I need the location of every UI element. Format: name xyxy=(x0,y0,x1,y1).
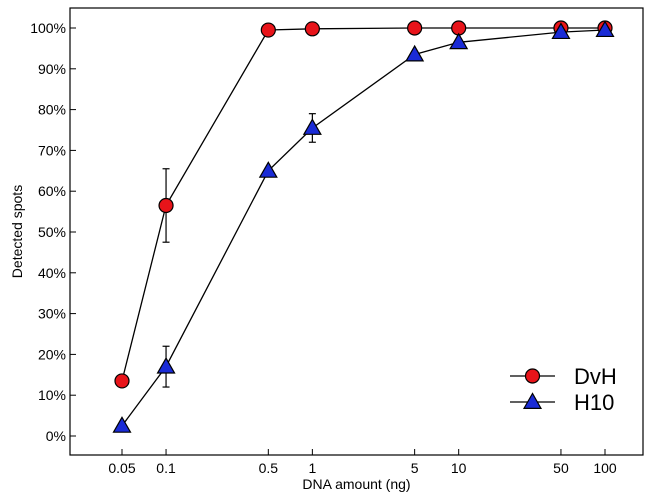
y-tick-label: 60% xyxy=(38,183,66,199)
y-axis-title: Detected spots xyxy=(9,185,25,278)
axes: 0% 10% 20% 30% 40% 50% 60% 70% 80% 90% 100% 0.05 0.1… xyxy=(9,7,644,492)
data-point-h10 xyxy=(156,356,176,374)
y-tick-label: 100% xyxy=(30,20,66,36)
legend-label-dvh: DvH xyxy=(574,364,617,389)
plot-frame xyxy=(69,7,644,456)
legend-marker-dvh xyxy=(524,368,541,384)
series-line-h10 xyxy=(121,29,606,427)
x-tick-label: 100 xyxy=(593,460,617,476)
data-point-h10 xyxy=(258,161,278,178)
series-line-dvh xyxy=(121,27,605,382)
data-point-h10 xyxy=(449,32,469,50)
data-point-h10 xyxy=(112,416,132,433)
data-point-dvh xyxy=(407,20,423,36)
data-point-h10 xyxy=(551,22,571,40)
x-tick-label: 0.05 xyxy=(108,460,135,476)
legend-label-h10: H10 xyxy=(574,390,614,415)
data-point-dvh xyxy=(114,373,130,389)
data-point-h10 xyxy=(302,118,322,135)
x-axis-title: DNA amount (ng) xyxy=(302,476,410,492)
data-point-dvh xyxy=(158,197,174,214)
y-tick-label: 40% xyxy=(38,265,66,281)
x-tick-label: 10 xyxy=(451,460,467,476)
y-tick-label: 70% xyxy=(38,142,66,158)
data-point-h10 xyxy=(595,20,615,38)
x-tick-label: 0.5 xyxy=(259,460,279,476)
y-tick-label: 50% xyxy=(38,224,66,240)
plot-marks xyxy=(112,20,615,433)
y-tick-label: 10% xyxy=(38,387,66,403)
data-point-dvh xyxy=(260,22,276,38)
x-tick-label: 0.1 xyxy=(156,460,176,476)
legend-marker-h10 xyxy=(522,392,543,409)
y-tick-label: 30% xyxy=(38,306,66,322)
data-point-dvh xyxy=(304,21,320,37)
y-tick-label: 80% xyxy=(38,102,66,118)
x-tick-label: 50 xyxy=(553,460,569,476)
x-tick-label: 1 xyxy=(308,460,316,476)
x-tick-label: 5 xyxy=(411,460,419,476)
data-point-h10 xyxy=(405,44,425,62)
y-tick-label: 0% xyxy=(46,428,66,444)
y-tick-label: 90% xyxy=(38,61,66,77)
y-tick-label: 20% xyxy=(38,346,66,362)
